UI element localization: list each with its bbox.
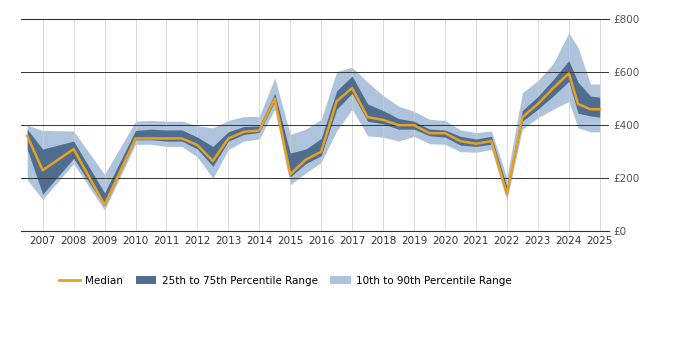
Legend: Median, 25th to 75th Percentile Range, 10th to 90th Percentile Range: Median, 25th to 75th Percentile Range, 1… [55, 272, 516, 290]
